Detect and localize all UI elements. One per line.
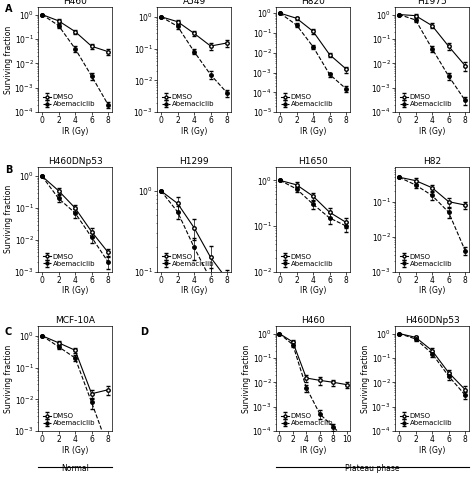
Legend: DMSO, Abemaciclib: DMSO, Abemaciclib <box>398 93 453 109</box>
Title: H82: H82 <box>423 157 441 166</box>
Text: D: D <box>140 327 148 337</box>
Legend: DMSO, Abemaciclib: DMSO, Abemaciclib <box>279 252 334 268</box>
Legend: DMSO, Abemaciclib: DMSO, Abemaciclib <box>41 252 96 268</box>
X-axis label: IR (Gy): IR (Gy) <box>62 445 88 455</box>
Title: A549: A549 <box>182 0 206 6</box>
Legend: DMSO, Abemaciclib: DMSO, Abemaciclib <box>41 412 96 428</box>
Title: H1650: H1650 <box>298 157 328 166</box>
Title: H820: H820 <box>301 0 325 6</box>
Text: Normal: Normal <box>61 464 89 473</box>
Y-axis label: Surviving fraction: Surviving fraction <box>4 185 13 253</box>
X-axis label: IR (Gy): IR (Gy) <box>181 286 207 295</box>
X-axis label: IR (Gy): IR (Gy) <box>62 286 88 295</box>
Title: H1299: H1299 <box>179 157 209 166</box>
Text: A: A <box>5 4 12 14</box>
Y-axis label: Surviving fraction: Surviving fraction <box>242 344 251 413</box>
X-axis label: IR (Gy): IR (Gy) <box>300 126 326 136</box>
X-axis label: IR (Gy): IR (Gy) <box>300 286 326 295</box>
Legend: DMSO, Abemaciclib: DMSO, Abemaciclib <box>398 412 453 428</box>
Title: H460: H460 <box>63 0 87 6</box>
X-axis label: IR (Gy): IR (Gy) <box>419 445 445 455</box>
Legend: DMSO, Abemaciclib: DMSO, Abemaciclib <box>41 93 96 109</box>
Text: Plateau phase: Plateau phase <box>346 464 400 473</box>
Legend: DMSO, Abemaciclib: DMSO, Abemaciclib <box>279 93 334 109</box>
X-axis label: IR (Gy): IR (Gy) <box>181 126 207 136</box>
Text: C: C <box>5 327 12 337</box>
X-axis label: IR (Gy): IR (Gy) <box>300 445 326 455</box>
Title: H1975: H1975 <box>417 0 447 6</box>
X-axis label: IR (Gy): IR (Gy) <box>419 126 445 136</box>
Y-axis label: Surviving fraction: Surviving fraction <box>361 344 370 413</box>
Legend: DMSO, Abemaciclib: DMSO, Abemaciclib <box>279 412 334 428</box>
Legend: DMSO, Abemaciclib: DMSO, Abemaciclib <box>160 252 215 268</box>
X-axis label: IR (Gy): IR (Gy) <box>419 286 445 295</box>
Title: H460: H460 <box>301 317 325 325</box>
Title: MCF-10A: MCF-10A <box>55 317 95 325</box>
Legend: DMSO, Abemaciclib: DMSO, Abemaciclib <box>398 252 453 268</box>
X-axis label: IR (Gy): IR (Gy) <box>62 126 88 136</box>
Title: H460DNp53: H460DNp53 <box>48 157 102 166</box>
Title: H460DNp53: H460DNp53 <box>405 317 459 325</box>
Legend: DMSO, Abemaciclib: DMSO, Abemaciclib <box>160 93 215 109</box>
Text: B: B <box>5 165 12 175</box>
Y-axis label: Surviving fraction: Surviving fraction <box>4 25 13 94</box>
Y-axis label: Surviving fraction: Surviving fraction <box>4 344 13 413</box>
